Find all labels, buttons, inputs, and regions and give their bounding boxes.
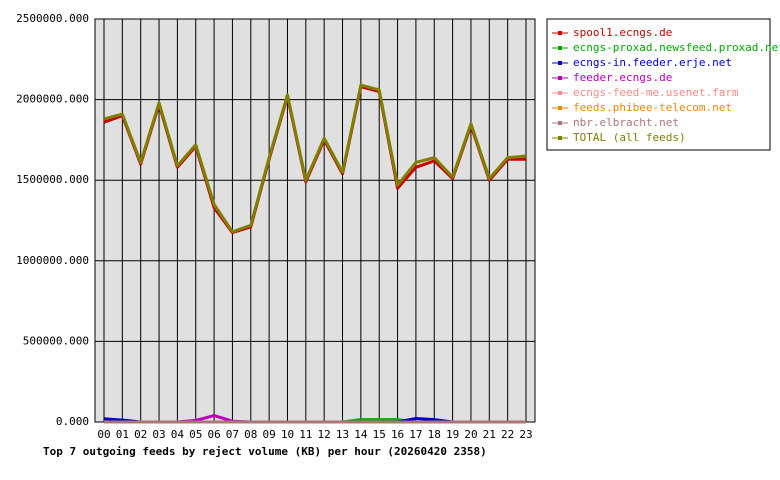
legend-marker [558, 106, 562, 110]
x-tick-label: 03 [152, 428, 165, 441]
legend-label: feeds.phibee-telecom.net [573, 101, 732, 114]
legend-marker [558, 76, 562, 80]
x-tick-label: 09 [263, 428, 276, 441]
x-tick-label: 02 [134, 428, 147, 441]
x-tick-label: 05 [189, 428, 202, 441]
x-tick-label: 17 [409, 428, 422, 441]
legend-label: ecngs-in.feeder.erje.net [573, 56, 732, 69]
y-tick-label: 2500000.000 [16, 12, 89, 25]
x-tick-label: 23 [519, 428, 532, 441]
x-tick-label: 07 [226, 428, 239, 441]
legend-label: spool1.ecngs.de [573, 26, 672, 39]
legend-marker [558, 91, 562, 95]
legend-marker [558, 31, 562, 35]
x-tick-label: 00 [97, 428, 110, 441]
legend-marker [558, 121, 562, 125]
x-tick-label: 08 [244, 428, 257, 441]
x-tick-label: 04 [171, 428, 185, 441]
x-tick-label: 21 [483, 428, 496, 441]
y-tick-label: 0.000 [56, 415, 89, 428]
x-tick-label: 16 [391, 428, 404, 441]
legend-box [546, 18, 771, 151]
x-tick-label: 19 [446, 428, 459, 441]
y-tick-label: 500000.000 [23, 334, 89, 347]
x-tick-label: 06 [207, 428, 220, 441]
x-tick-label: 01 [116, 428, 129, 441]
legend-label: ecngs-proxad.newsfeed.proxad.net [573, 41, 780, 54]
legend-label: TOTAL (all feeds) [573, 131, 686, 144]
legend-marker [558, 61, 562, 65]
x-tick-label: 22 [501, 428, 514, 441]
legend-marker [558, 136, 562, 140]
x-tick-label: 18 [428, 428, 441, 441]
legend-marker [558, 46, 562, 50]
legend-label: ecngs-feed-me.usenet.farm [573, 86, 739, 99]
legend-label: nbr.elbracht.net [573, 116, 679, 129]
chart-title: Top 7 outgoing feeds by reject volume (K… [43, 445, 487, 458]
x-tick-label: 10 [281, 428, 294, 441]
x-tick-label: 13 [336, 428, 349, 441]
y-tick-label: 1500000.000 [16, 173, 89, 186]
x-tick-label: 12 [318, 428, 331, 441]
x-tick-label: 15 [373, 428, 386, 441]
x-tick-label: 11 [299, 428, 312, 441]
x-tick-label: 14 [354, 428, 368, 441]
x-tick-label: 20 [464, 428, 477, 441]
legend-label: feeder.ecngs.de [573, 71, 672, 84]
y-tick-label: 1000000.000 [16, 254, 89, 267]
series-line [103, 83, 527, 234]
y-tick-label: 2000000.000 [16, 93, 89, 106]
plot-area [95, 19, 535, 422]
